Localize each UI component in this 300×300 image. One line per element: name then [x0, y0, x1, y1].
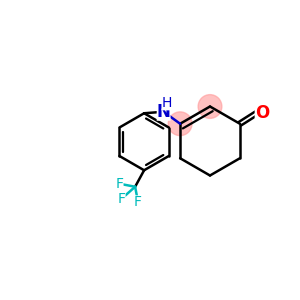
Text: F: F	[134, 195, 142, 209]
Circle shape	[168, 112, 192, 136]
Text: F: F	[118, 192, 126, 206]
Text: O: O	[255, 104, 269, 122]
Text: H: H	[161, 96, 172, 110]
Text: F: F	[116, 177, 124, 191]
Text: N: N	[157, 103, 171, 121]
Circle shape	[198, 94, 222, 118]
